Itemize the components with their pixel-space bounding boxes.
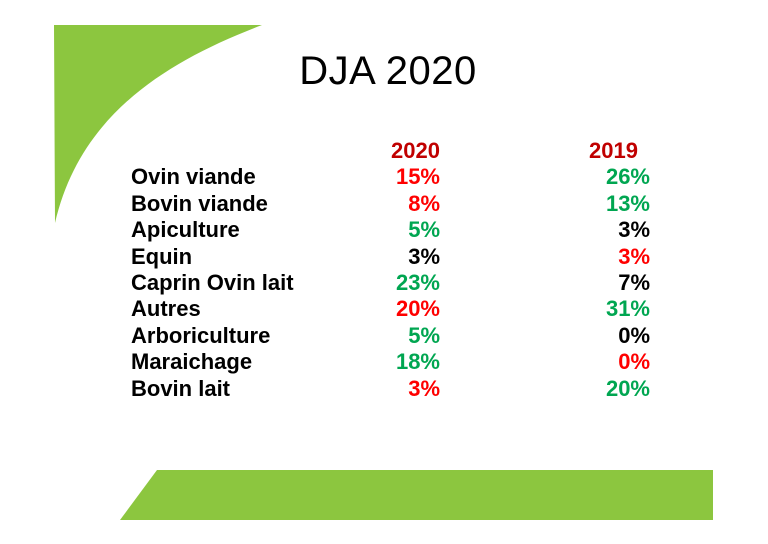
value-2019: 0% bbox=[618, 322, 650, 348]
row-label: Bovin lait bbox=[131, 375, 231, 401]
table-row: Autres 20% 31% bbox=[131, 296, 650, 322]
table-row: Equin 3% 3% bbox=[131, 244, 650, 270]
column-header-2019: 2019 bbox=[589, 138, 638, 163]
value-2019: 13% bbox=[605, 190, 650, 216]
value-2020: 3% bbox=[408, 375, 440, 401]
value-2020: 23% bbox=[395, 270, 440, 296]
value-2020: 5% bbox=[408, 217, 440, 243]
column-header-2020: 2020 bbox=[391, 138, 440, 163]
row-label: Apiculture bbox=[131, 217, 240, 243]
table-row: Bovin lait 3% 20% bbox=[131, 376, 650, 402]
value-2019: 20% bbox=[605, 375, 650, 401]
value-2020: 5% bbox=[408, 322, 440, 348]
value-2019: 7% bbox=[618, 270, 650, 296]
table-row: Bovin viande 8% 13% bbox=[131, 191, 650, 217]
table-row: Maraichage 18% 0% bbox=[131, 349, 650, 375]
row-label: Bovin viande bbox=[131, 190, 268, 216]
row-label: Caprin Ovin lait bbox=[131, 270, 294, 296]
row-label: Arboriculture bbox=[131, 322, 271, 348]
table-header-row: 2020 2019 bbox=[131, 138, 650, 164]
table-row: Apiculture 5% 3% bbox=[131, 217, 650, 243]
table-row: Ovin viande 15% 26% bbox=[131, 164, 650, 190]
dja-table: 2020 2019 Ovin viande 15% 26% Bovin viande 8… bbox=[131, 138, 650, 402]
row-label: Autres bbox=[131, 296, 201, 322]
value-2019: 0% bbox=[618, 349, 650, 375]
table-row: Arboriculture 5% 0% bbox=[131, 323, 650, 349]
row-label: Maraichage bbox=[131, 349, 253, 375]
header-spacer bbox=[131, 138, 321, 164]
value-2020: 18% bbox=[395, 349, 440, 375]
footer-band-shape bbox=[120, 470, 713, 520]
table-rows: Ovin viande 15% 26% Bovin viande 8% 13% Apicul… bbox=[131, 164, 650, 402]
value-2020: 20% bbox=[395, 296, 440, 322]
value-2020: 15% bbox=[395, 164, 440, 190]
value-2019: 3% bbox=[618, 243, 650, 269]
value-2019: 3% bbox=[618, 217, 650, 243]
table-row: Caprin Ovin lait 23% 7% bbox=[131, 270, 650, 296]
value-2019: 26% bbox=[605, 164, 650, 190]
row-label: Equin bbox=[131, 243, 193, 269]
value-2020: 3% bbox=[408, 243, 440, 269]
value-2020: 8% bbox=[408, 190, 440, 216]
value-2019: 31% bbox=[605, 296, 650, 322]
row-label: Ovin viande bbox=[131, 164, 256, 190]
slide-title: DJA 2020 bbox=[299, 49, 477, 93]
